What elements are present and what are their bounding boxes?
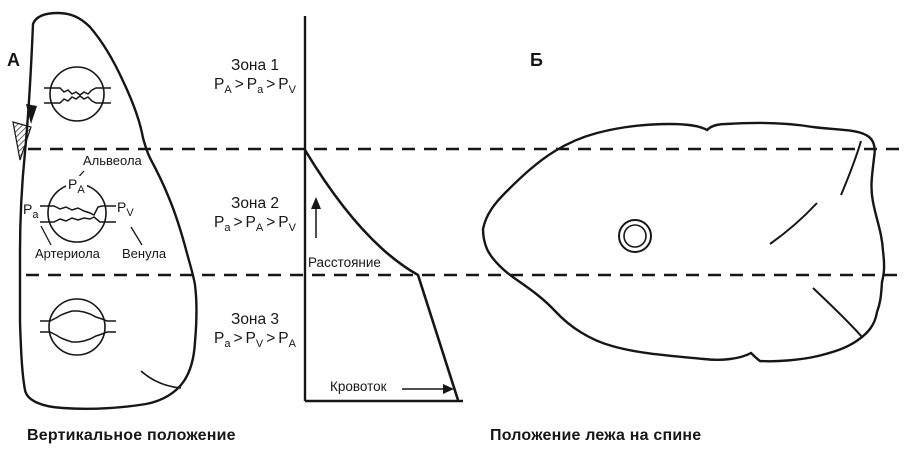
zone-1-pressure-formula: PA > Pa > PV <box>185 75 325 97</box>
zone-1-name: Зона 1 <box>230 57 280 74</box>
graph-y-axis-label: Расстояние <box>308 255 381 270</box>
alveolus-zone3 <box>48 298 106 356</box>
capillary-top-wall-zone3 <box>40 310 116 322</box>
bronchus-ring-outer <box>618 219 652 253</box>
pressure-subscript: a <box>224 338 231 351</box>
pressure-subscript: A <box>288 338 296 351</box>
pressure-symbol: P <box>68 176 78 192</box>
caption-vertical-position: Вертикальное положение <box>27 427 236 444</box>
greater-than: > <box>266 76 276 93</box>
down-arrowhead-icon <box>26 104 37 124</box>
capillary-bottom-wall-zone3 <box>40 331 116 343</box>
pressure-symbol: P <box>214 76 225 93</box>
pressure-subscript: A <box>255 222 264 235</box>
venule-leader-line <box>130 226 143 246</box>
alveolus-zone1 <box>49 66 105 122</box>
greater-than: > <box>266 214 276 231</box>
pressure-subscript: A <box>77 183 85 196</box>
greater-than: > <box>233 330 243 347</box>
pressure-symbol: P <box>278 76 289 93</box>
arterial-pressure-label: Pa <box>23 201 38 220</box>
pressure-symbol: P <box>245 330 256 347</box>
pressure-symbol: P <box>278 330 289 347</box>
zone-2-name: Зона 2 <box>230 195 280 212</box>
right-arrow-icon <box>443 384 454 394</box>
zone-1-label-group: Зона 1 PA > Pa > PV <box>185 56 325 97</box>
right-lung-fissure-3 <box>812 287 863 338</box>
pressure-subscript: A <box>224 84 232 97</box>
arteriole-leader-line <box>40 225 52 246</box>
zone-2-label-group: Зона 2 Pa > PA > PV <box>185 194 325 235</box>
zone-3-name: Зона 3 <box>230 311 280 328</box>
pressure-symbol: P <box>246 76 258 93</box>
left-lung-outline <box>18 11 198 410</box>
pressure-subscript: V <box>126 206 134 219</box>
right-lung-fissure-1 <box>840 140 862 196</box>
zone-3-label-group: Зона 3 Pa > PV > PA <box>185 310 325 351</box>
zone-2-pressure-formula: Pa > PA > PV <box>185 213 325 235</box>
capillary-bottom-wall-zone2 <box>40 216 116 223</box>
bronchus-ring-inner <box>623 224 647 248</box>
caption-supine-position: Положение лежа на спине <box>490 427 702 444</box>
pressure-symbol: P <box>245 214 256 231</box>
pressure-subscript: a <box>257 84 264 97</box>
venule-label: Венула <box>122 246 167 261</box>
arteriole-label: Артериола <box>35 246 100 261</box>
left-lung-fissure <box>140 370 182 389</box>
pressure-symbol: P <box>278 214 289 231</box>
pressure-subscript: V <box>255 338 264 351</box>
capillary-top-wall-zone2 <box>40 205 116 217</box>
pressure-subscript: a <box>32 208 39 221</box>
pressure-subscript: V <box>288 84 296 97</box>
pressure-symbol: P <box>23 201 33 217</box>
right-lung-outline <box>481 121 886 363</box>
alveola-label: Альвеола <box>83 153 142 168</box>
gravity-arrow-icon <box>12 121 32 161</box>
right-lung-fissure-2 <box>769 202 818 245</box>
venous-pressure-label: PV <box>117 199 134 218</box>
zone-3-pressure-formula: Pa > PV > PA <box>185 329 325 351</box>
alveolar-pressure-label: PA <box>66 176 87 195</box>
pressure-symbol: P <box>214 214 225 231</box>
pressure-symbol: P <box>117 199 127 215</box>
greater-than: > <box>233 214 243 231</box>
blood-flow-curve <box>303 149 460 401</box>
capillary-bottom-wall-zone1 <box>44 95 111 104</box>
capillary-top-wall-zone1 <box>44 87 111 96</box>
pressure-subscript: V <box>288 222 296 235</box>
pressure-symbol: P <box>214 330 225 347</box>
pressure-subscript: a <box>224 222 231 235</box>
greater-than: > <box>234 76 244 93</box>
up-arrow-icon <box>311 197 321 209</box>
graph-x-axis-label: Кровоток <box>330 379 387 394</box>
greater-than: > <box>266 330 276 347</box>
panel-b-letter: Б <box>530 50 543 70</box>
panel-a-letter: А <box>7 50 20 70</box>
